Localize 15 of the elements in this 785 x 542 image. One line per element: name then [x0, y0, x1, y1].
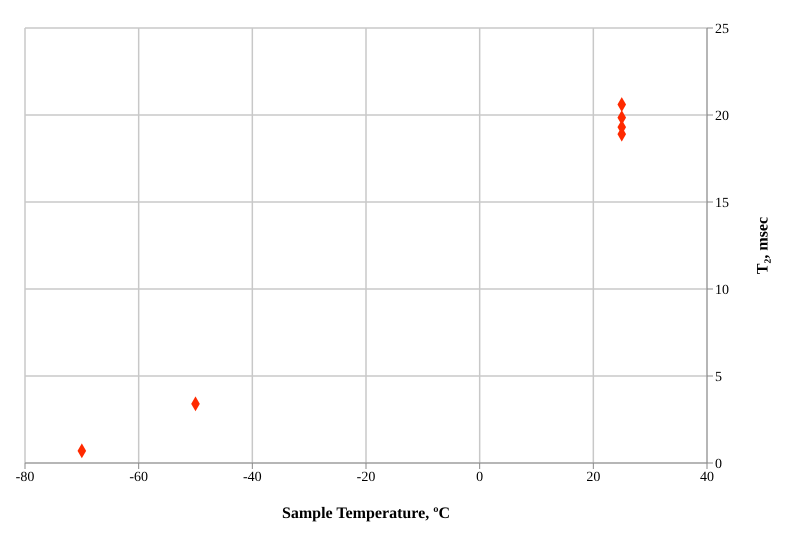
- x-tick-label: 20: [586, 470, 600, 485]
- x-tick-label: -40: [242, 470, 262, 485]
- x-tick-label: -60: [129, 470, 148, 485]
- y-tick-label: 10: [715, 282, 729, 298]
- x-tick-label: 0: [476, 470, 484, 485]
- x-tick-label: -80: [16, 470, 34, 485]
- y-tick-label: 20: [715, 108, 729, 124]
- y-tick-label: 5: [715, 370, 722, 385]
- x-tick-label: 40: [700, 470, 714, 485]
- y-tick-label: 25: [715, 22, 729, 37]
- y-axis-title: T₂, msec: [754, 216, 772, 274]
- y-tick-label: 15: [715, 196, 729, 211]
- y-tick-label: 0: [715, 456, 722, 472]
- x-tick-label: -20: [356, 470, 376, 485]
- x-axis-title: Sample Temperature, ºC: [282, 505, 450, 522]
